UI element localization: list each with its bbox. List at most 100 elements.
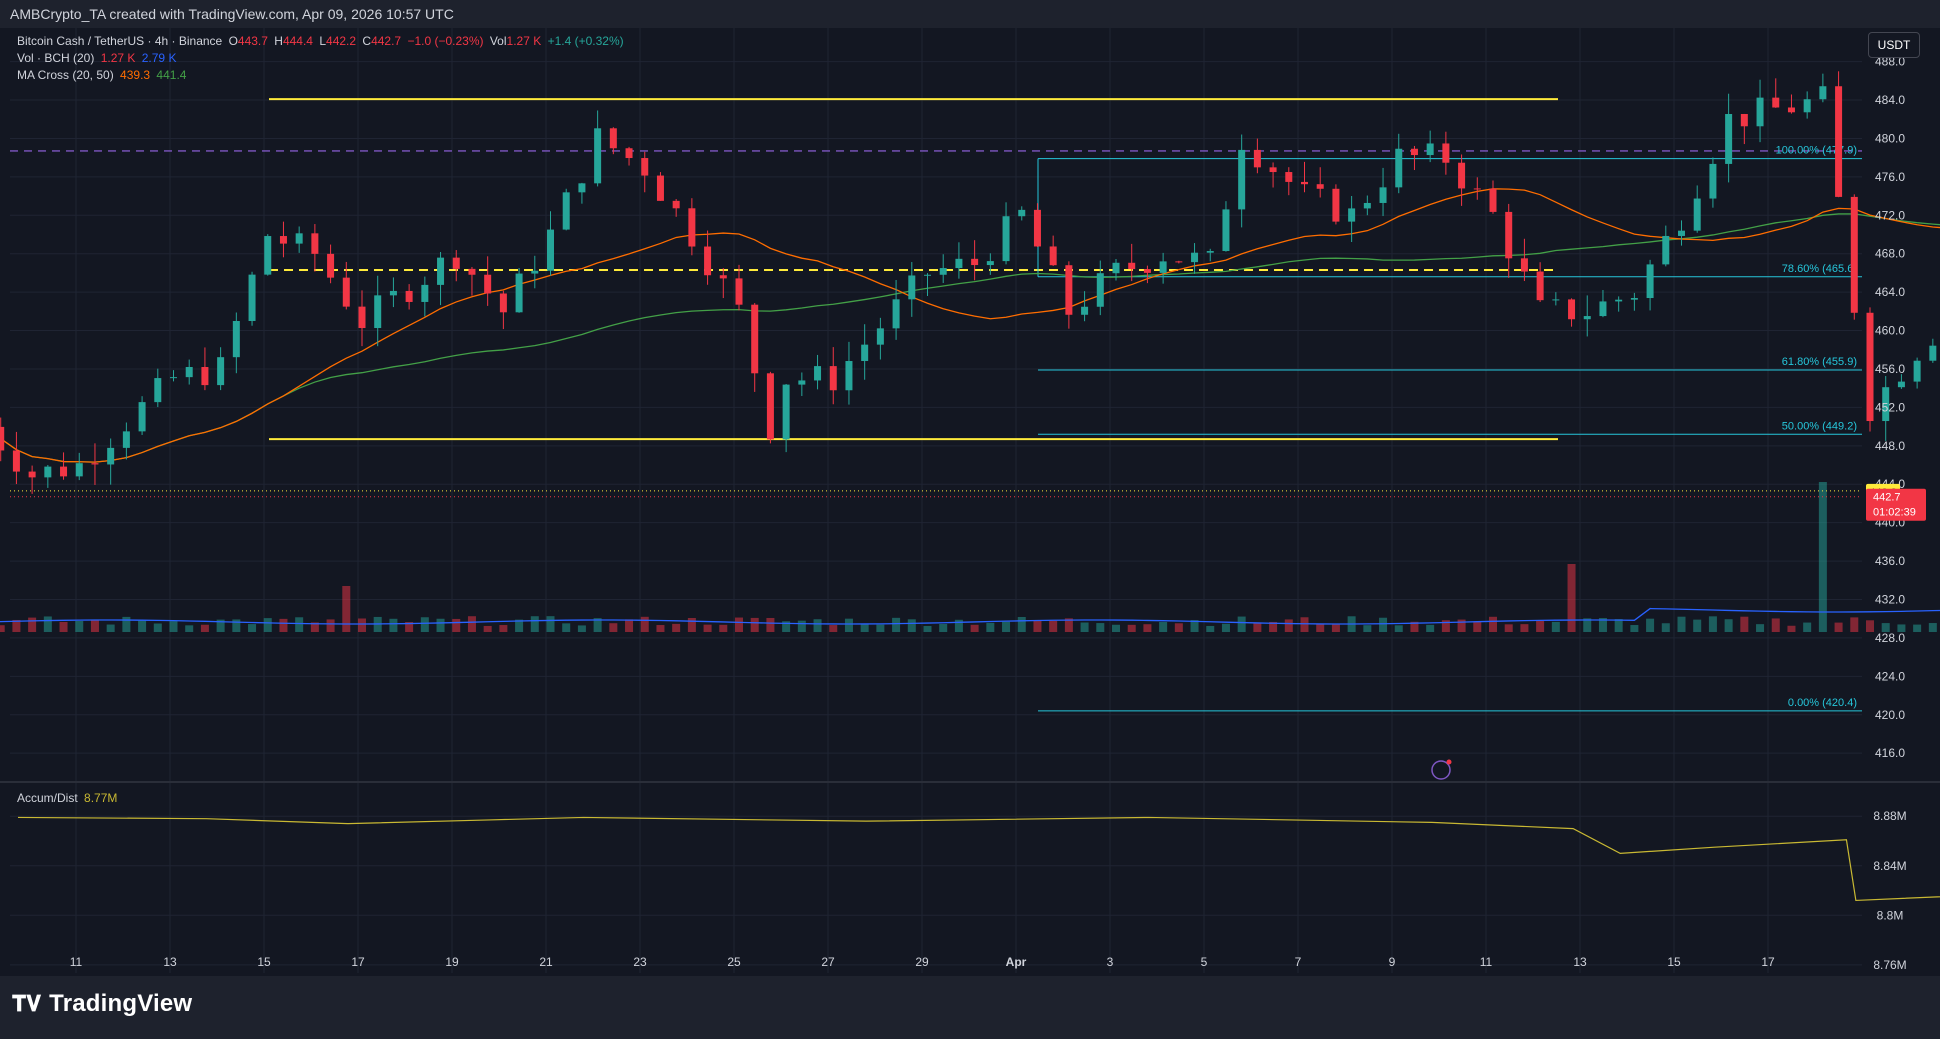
ma-cross-study-name: MA Cross (20, 50)	[17, 68, 114, 82]
volume-bar	[719, 624, 728, 632]
ma-fast-value: 439.3	[120, 68, 151, 82]
candle-body	[232, 320, 240, 358]
volume-bar	[1112, 624, 1120, 632]
fib-level-label: 100.00% (477.9)	[1776, 145, 1857, 157]
candle-body	[264, 236, 272, 275]
accum-dist-legend: Accum/Dist 8.77M	[17, 790, 120, 807]
volume-bar	[420, 617, 429, 632]
candle-body	[1065, 265, 1073, 315]
vol-label: Vol	[489, 34, 507, 48]
candle-body	[829, 366, 837, 391]
price-chart[interactable]: 100.00% (477.9) 78.60% (465.6) 61.80% (455…	[0, 28, 1940, 976]
alert-dot-icon	[1446, 759, 1452, 765]
candle-body	[1363, 202, 1371, 209]
volume-bar	[185, 625, 194, 632]
candle-body	[1787, 107, 1795, 113]
volume-bar	[1379, 617, 1388, 632]
candle-body	[1332, 188, 1340, 222]
candle-body	[389, 290, 397, 296]
volume-bar	[1221, 623, 1230, 632]
price-tick-label: 436.0	[1875, 554, 1905, 568]
volume-bar	[656, 625, 665, 632]
vol-value: 1.27 K	[506, 34, 542, 48]
candle-body	[1379, 187, 1387, 203]
volume-bar	[452, 618, 461, 632]
volume-bar	[0, 625, 5, 632]
candle-body	[1206, 251, 1214, 253]
ma-cross-legend: MA Cross (20, 50) 439.3 441.4	[17, 67, 189, 84]
candlesticks	[0, 71, 1937, 494]
time-tick-label: 21	[539, 955, 553, 969]
close-value: 442.7	[371, 34, 402, 48]
ad-tick-label: 8.76M	[1873, 958, 1906, 972]
candle-body	[845, 361, 853, 391]
candle-body	[1850, 196, 1858, 313]
candle-body	[327, 253, 335, 278]
candle-body	[939, 268, 947, 275]
candle-body	[1238, 149, 1246, 210]
fib-level-label: 50.00% (449.2)	[1782, 420, 1857, 432]
volume-bar	[813, 619, 822, 632]
candle-body	[719, 275, 727, 279]
volume-bar	[326, 619, 335, 632]
price-tick-label: 484.0	[1875, 93, 1905, 107]
time-tick-label: 15	[257, 955, 271, 969]
currency-button[interactable]: USDT	[1868, 32, 1920, 58]
candle-body	[1489, 188, 1497, 212]
volume-bar	[687, 618, 696, 632]
candle-body	[1913, 360, 1921, 382]
fib-level-label: 78.60% (465.6)	[1782, 263, 1857, 275]
volume-bar	[1394, 625, 1403, 632]
candle-body	[1678, 230, 1685, 236]
volume-bar	[735, 617, 743, 632]
volume-bar	[1834, 622, 1843, 632]
candle-body	[1269, 167, 1277, 173]
volume-bar	[1583, 618, 1592, 632]
volume-bar	[1049, 620, 1058, 632]
ma-slow-value: 441.4	[156, 68, 187, 82]
candle-body	[44, 466, 52, 478]
time-tick-label: 17	[1761, 955, 1775, 969]
last-price-badge-label: 442.7	[1873, 492, 1901, 504]
volume-bar	[1646, 618, 1655, 632]
low-value: 442.2	[326, 34, 357, 48]
candle-body	[138, 402, 146, 432]
volume-bar	[12, 619, 21, 632]
candle-body	[672, 200, 680, 209]
volume-bar	[279, 618, 288, 632]
volume-bar	[216, 619, 225, 632]
volume-bar	[1096, 623, 1105, 632]
volume-bar	[986, 622, 995, 632]
time-tick-label: 3	[1107, 955, 1114, 969]
volume-bar	[876, 624, 885, 632]
volume-bar	[1159, 622, 1168, 632]
volume-bar	[562, 623, 571, 632]
candle-body	[924, 274, 931, 276]
time-tick-label: 17	[351, 955, 365, 969]
volume-bar	[1441, 620, 1450, 632]
candle-body	[1410, 148, 1418, 156]
tradingview-logo[interactable]: 𝐓𝐕 TradingView	[12, 990, 192, 1018]
time-tick-label: 9	[1389, 955, 1396, 969]
candle-body	[1473, 188, 1481, 190]
candle-body	[1159, 261, 1167, 273]
high-value: 444.4	[282, 34, 313, 48]
moving-averages	[0, 188, 1940, 463]
volume-bar	[970, 624, 979, 632]
price-tick-label: 424.0	[1875, 669, 1905, 683]
price-tick-label: 428.0	[1875, 631, 1905, 645]
attribution-text: AMBCrypto_TA created with TradingView.co…	[10, 6, 454, 22]
candle-body	[1505, 211, 1513, 259]
candle-body	[170, 377, 177, 379]
candle-body	[1253, 149, 1261, 168]
volume-bar	[1284, 619, 1293, 632]
candle-body	[1033, 209, 1041, 247]
volume-bar	[1269, 621, 1278, 632]
candle-body	[1442, 143, 1450, 163]
volume-bar	[1300, 617, 1309, 632]
volume-bar	[1818, 482, 1827, 632]
price-tick-label: 488.0	[1875, 55, 1905, 69]
candle-body	[704, 246, 712, 276]
vol-change: +1.4 (+0.32%)	[547, 34, 624, 48]
last-price-badge	[1866, 488, 1926, 521]
